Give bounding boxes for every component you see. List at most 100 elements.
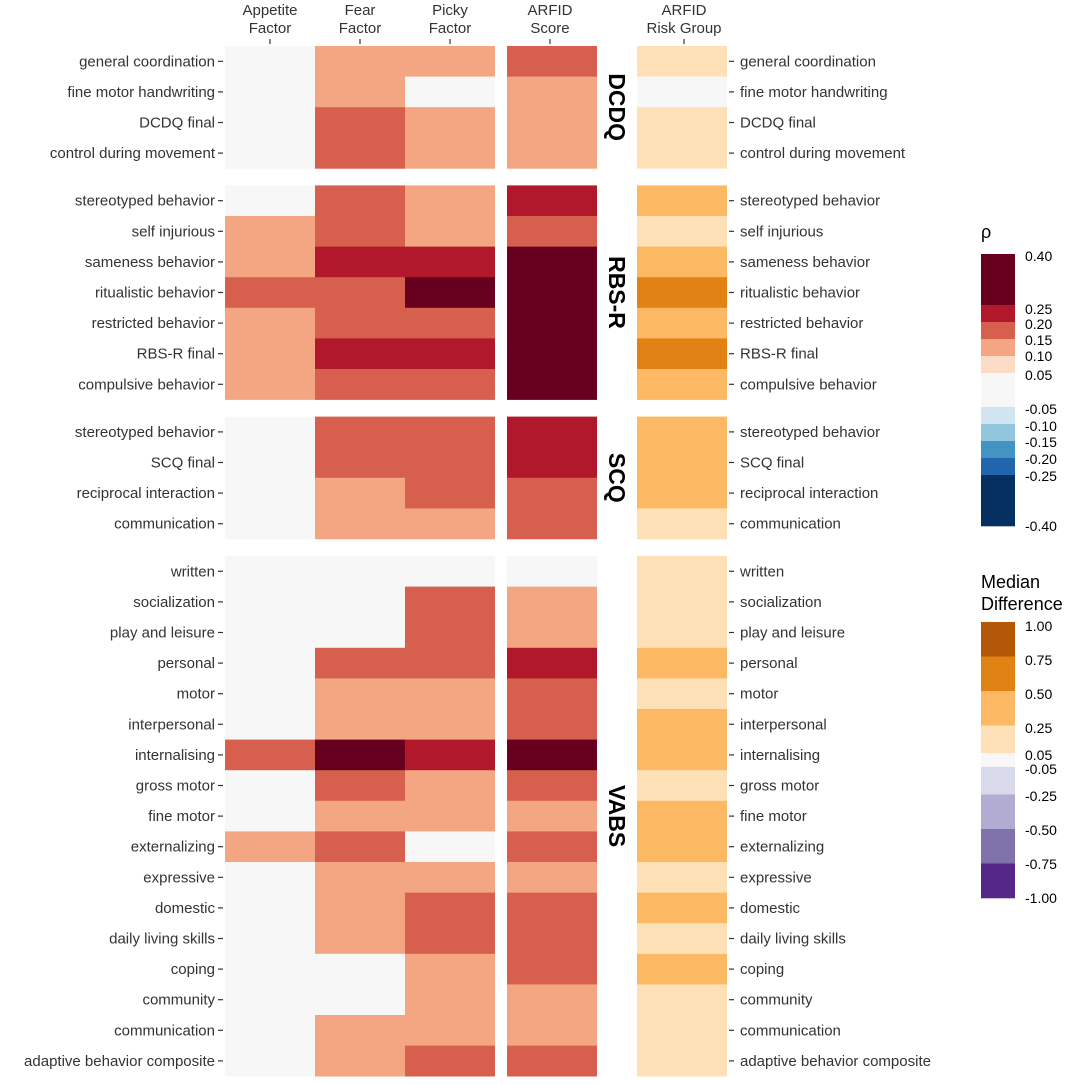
cell-rbs-r-restricted-behavior-col1 [315,307,405,339]
cell-vabs-fine-motor-col2 [405,800,495,832]
cell-scq-communication-col0 [225,508,315,540]
cell-scq-stereotyped-behavior-col2 [405,416,495,448]
cell-vabs-daily-living-skills-col1 [315,923,405,955]
legend-rho-tick-label-9: -0.20 [1025,451,1057,467]
cell-dcdq-general-coordination-col2 [405,46,495,77]
cell-dcdq-general-coordination-col3 [507,46,597,77]
cell-rbs-r-restricted-behavior-col0 [225,307,315,339]
cell-scq-reciprocal-interaction-col2 [405,477,495,509]
cell-vabs-community-risk [637,984,727,1016]
cell-vabs-expressive-col0 [225,862,315,893]
cell-vabs-fine-motor-col3 [507,800,597,832]
legend-rho-tick-label-4: 0.10 [1025,348,1052,364]
cell-vabs-motor-col1 [315,678,405,710]
row-label-left: adaptive behavior composite [24,1053,215,1070]
cell-scq-scq-final-col2 [405,447,495,479]
cell-vabs-daily-living-skills-col3 [507,923,597,955]
row-label-right: interpersonal [740,716,827,733]
cell-rbs-r-self-injurious-risk [637,216,727,247]
row-label-right: socialization [740,594,822,611]
row-label-left: socialization [133,594,215,611]
cell-vabs-interpersonal-col2 [405,709,495,740]
cell-vabs-personal-col2 [405,647,495,679]
cell-rbs-r-rbs-r-final-col3 [507,338,597,370]
legend-rho-swatch-8 [981,441,1015,459]
cell-vabs-communication-col1 [315,1015,405,1046]
cell-vabs-expressive-col1 [315,862,405,893]
cell-rbs-r-sameness-behavior-col1 [315,246,405,278]
cell-vabs-adaptive-behavior-composite-col2 [405,1045,495,1077]
row-label-right: externalizing [740,839,824,856]
cell-vabs-expressive-risk [637,862,727,893]
row-label-left: expressive [143,869,215,886]
row-label-left: interpersonal [128,716,215,733]
cell-vabs-gross-motor-risk [637,770,727,802]
row-label-left: stereotyped behavior [75,424,215,441]
cell-vabs-socialization-col2 [405,586,495,618]
cell-vabs-motor-col0 [225,678,315,710]
legend-median-difference-swatch-1 [981,656,1015,692]
row-label-left: coping [171,961,215,978]
cell-vabs-expressive-col2 [405,862,495,893]
cell-rbs-r-sameness-behavior-col0 [225,246,315,278]
cell-rbs-r-stereotyped-behavior-col0 [225,185,315,217]
cell-vabs-adaptive-behavior-composite-col3 [507,1045,597,1077]
cell-vabs-motor-col2 [405,678,495,710]
row-label-right: daily living skills [740,931,846,948]
cell-vabs-internalising-risk [637,739,727,771]
cell-rbs-r-stereotyped-behavior-risk [637,185,727,217]
cell-scq-reciprocal-interaction-risk [637,477,727,509]
row-label-right: RBS-R final [740,346,818,363]
legend-median-difference-tick-label-6: -0.25 [1025,788,1057,804]
col-label-arfid-2: Score [530,20,569,37]
cell-dcdq-fine-motor-handwriting-col3 [507,76,597,108]
cell-rbs-r-sameness-behavior-risk [637,246,727,278]
cell-dcdq-control-during-movement-col0 [225,137,315,169]
row-label-right: self injurious [740,223,823,240]
cell-rbs-r-stereotyped-behavior-col1 [315,185,405,217]
legend-rho-swatch-0 [981,254,1015,306]
row-label-left: domestic [155,900,216,917]
cell-vabs-personal-col3 [507,647,597,679]
cell-vabs-coping-col0 [225,953,315,985]
cell-rbs-r-sameness-behavior-col3 [507,246,597,278]
cell-vabs-personal-col1 [315,647,405,679]
legend-median-difference-swatch-2 [981,691,1015,726]
legend-median-difference-tick-label-7: -0.50 [1025,822,1057,838]
legend-median-difference-tick-label-8: -0.75 [1025,856,1057,872]
cell-vabs-adaptive-behavior-composite-col0 [225,1045,315,1077]
heatmap-cells [225,46,727,1077]
cell-rbs-r-ritualistic-behavior-risk [637,277,727,309]
cell-vabs-interpersonal-risk [637,709,727,740]
cell-vabs-daily-living-skills-col2 [405,923,495,955]
col-label-picky-2: Factor [429,20,472,37]
cell-vabs-externalizing-col3 [507,831,597,863]
cell-rbs-r-ritualistic-behavior-col0 [225,277,315,309]
legend-median-difference-tick-label-2: 0.50 [1025,686,1052,702]
row-labels: general coordination general coordination… [24,39,931,1070]
cell-vabs-gross-motor-col2 [405,770,495,802]
legend-rho-tick-label-7: -0.10 [1025,418,1057,434]
legend-median-difference-swatch-7 [981,829,1015,864]
row-label-left: SCQ final [151,455,215,472]
cell-scq-communication-col2 [405,508,495,540]
cell-vabs-interpersonal-col0 [225,709,315,740]
cell-dcdq-control-during-movement-col2 [405,137,495,169]
row-label-left: communication [114,516,215,533]
cell-vabs-personal-risk [637,647,727,679]
cell-vabs-communication-col3 [507,1015,597,1046]
cell-vabs-socialization-col0 [225,586,315,618]
cell-vabs-socialization-col3 [507,586,597,618]
legend-median-difference-swatch-4 [981,753,1015,768]
legend-median-difference-tick-label-0: 1.00 [1025,618,1052,634]
cell-vabs-internalising-col3 [507,739,597,771]
row-label-left: gross motor [136,778,215,795]
cell-vabs-written-col1 [315,556,405,587]
cell-vabs-daily-living-skills-risk [637,923,727,955]
legends: ρ0.400.250.200.150.100.05-0.05-0.10-0.15… [981,222,1063,906]
cell-dcdq-general-coordination-col0 [225,46,315,77]
cell-vabs-coping-col2 [405,953,495,985]
cell-vabs-internalising-col1 [315,739,405,771]
col-label-arfid-1: ARFID [528,2,573,19]
row-label-left: daily living skills [109,931,215,948]
